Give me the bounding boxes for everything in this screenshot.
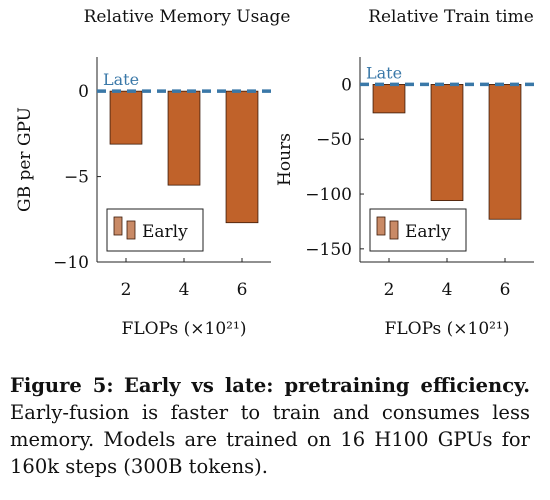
x-tick-label: 2	[384, 280, 395, 300]
figure-caption: Figure 5: Early vs late: pretraining eff…	[10, 372, 530, 480]
y-tick-label: 0	[341, 75, 352, 95]
legend-label: Early	[142, 222, 188, 242]
y-tick-label: −100	[305, 185, 352, 205]
caption-title: Early vs late: pretraining efficiency.	[123, 374, 530, 397]
train-time-panel: Relative Train time Hours 0 −50 −100 −150 2 4 6 F…	[275, 7, 534, 339]
y-tick-label: −10	[53, 253, 89, 273]
x-tick-label: 6	[500, 280, 511, 300]
x-axis-label: FLOPs (×10²¹)	[385, 319, 510, 339]
y-tick-label: 0	[78, 82, 89, 102]
legend-box	[106, 208, 204, 252]
bar-4	[167, 90, 201, 186]
chart-title: Relative Train time	[368, 7, 534, 27]
bar-2	[372, 84, 406, 114]
legend-swatch	[389, 220, 399, 240]
bar-6	[488, 84, 522, 220]
legend-swatch	[113, 216, 123, 236]
x-tick-label: 4	[179, 280, 190, 300]
legend: Early	[106, 208, 204, 252]
caption-label: Figure 5:	[10, 374, 114, 397]
late-label: Late	[103, 70, 139, 89]
x-tick-label: 2	[121, 280, 132, 300]
legend-swatch	[126, 220, 136, 240]
x-axis-label: FLOPs (×10²¹)	[122, 319, 247, 339]
legend: Early	[369, 208, 467, 252]
legend-label: Early	[405, 222, 451, 242]
bar-6	[225, 90, 259, 224]
legend-box	[369, 208, 467, 252]
figure: Relative Memory Usage GB per GPU 0 −5 −10 2 4 6…	[15, 7, 534, 339]
y-tick-label: −50	[316, 130, 352, 150]
y-tick-label: −5	[64, 168, 89, 188]
late-label: Late	[366, 63, 402, 82]
y-axis-label: Hours	[275, 133, 295, 186]
bar-4	[430, 84, 464, 202]
x-tick-label: 4	[442, 280, 453, 300]
x-tick-label: 6	[237, 280, 248, 300]
legend-swatch	[376, 216, 386, 236]
y-axis-label: GB per GPU	[15, 107, 35, 212]
y-tick-label: −150	[305, 240, 352, 260]
bar-2	[109, 90, 143, 145]
caption-body: Early-fusion is faster to train and cons…	[10, 401, 530, 478]
memory-usage-panel: Relative Memory Usage GB per GPU 0 −5 −10 2 4 6…	[15, 7, 290, 339]
chart-title: Relative Memory Usage	[84, 7, 291, 27]
